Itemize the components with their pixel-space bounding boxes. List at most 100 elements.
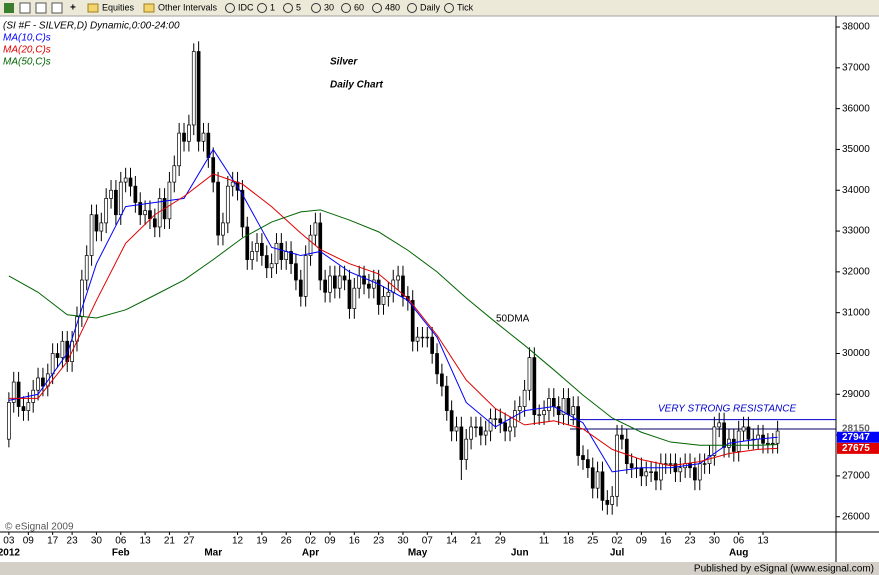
- toolbar-icon[interactable]: [444, 3, 454, 13]
- candle-body: [133, 185, 138, 203]
- month-label: 2012: [0, 548, 20, 559]
- y-tick-label: 36000: [842, 103, 870, 114]
- candle-body: [381, 296, 386, 305]
- candle-body: [542, 410, 546, 416]
- price-tag: 28150: [842, 424, 870, 435]
- y-tick-label: 29000: [842, 389, 870, 400]
- candle-body: [605, 500, 610, 505]
- toolbar-icon[interactable]: [283, 3, 293, 13]
- toolbar-icon[interactable]: [4, 3, 14, 13]
- candle-body: [444, 385, 449, 411]
- candle-body: [152, 218, 157, 228]
- candle-body: [260, 242, 264, 256]
- x-tick-label: 21: [470, 536, 482, 547]
- candle-body: [89, 214, 94, 256]
- toolbar-icon[interactable]: [311, 3, 321, 13]
- month-label: May: [408, 548, 428, 559]
- candle-body: [766, 442, 770, 445]
- candle-body: [342, 275, 347, 281]
- candle-body: [191, 51, 196, 126]
- toolbar-icon[interactable]: [35, 2, 47, 14]
- candle-body: [522, 389, 527, 407]
- candle-body: [94, 214, 99, 232]
- folder-icon[interactable]: [87, 3, 99, 13]
- toolbar-icon[interactable]: [19, 2, 31, 14]
- legend-entry: MA(50,C)s: [3, 57, 51, 68]
- toolbar-icon[interactable]: [51, 2, 63, 14]
- x-tick-label: 14: [446, 536, 458, 547]
- candle-body: [547, 398, 551, 411]
- y-tick-label: 27000: [842, 471, 870, 482]
- candle-body: [177, 132, 182, 167]
- folder-icon[interactable]: [143, 3, 155, 13]
- candle-body: [264, 255, 269, 269]
- candle-body: [449, 410, 454, 432]
- toolbar-button[interactable]: Other Intervals: [158, 2, 218, 12]
- toolbar-button[interactable]: Tick: [457, 2, 474, 12]
- resistance-annotation: VERY STRONG RESISTANCE: [658, 404, 797, 415]
- candle-body: [517, 406, 522, 411]
- candle-body: [123, 177, 128, 183]
- candle-body: [386, 291, 391, 297]
- candle-body: [503, 422, 507, 432]
- candle-body: [104, 198, 109, 224]
- x-tick-label: 18: [563, 536, 575, 547]
- toolbar-button[interactable]: 30: [324, 2, 334, 12]
- status-bar: [0, 562, 879, 575]
- candle-body: [362, 275, 366, 285]
- x-tick-label: 06: [115, 536, 127, 547]
- candle-body: [756, 434, 761, 440]
- toolbar-icon[interactable]: [372, 3, 382, 13]
- candle-body: [474, 426, 478, 429]
- y-tick-label: 26000: [842, 511, 870, 522]
- publisher: Published by eSignal (www.esignal.com): [694, 564, 874, 575]
- candle-body: [99, 222, 104, 232]
- toolbar-button[interactable]: 1: [270, 2, 275, 12]
- candle-body: [483, 430, 488, 436]
- x-tick-label: 23: [684, 536, 696, 547]
- toolbar-button[interactable]: 60: [354, 2, 364, 12]
- x-tick-label: 17: [47, 536, 59, 547]
- candle-body: [230, 181, 235, 187]
- x-tick-label: 23: [373, 536, 385, 547]
- price-tag-bg: [837, 442, 879, 454]
- toolbar-icon[interactable]: [341, 3, 351, 13]
- candle-body: [586, 459, 590, 469]
- candle-body: [347, 279, 352, 309]
- candle-body: [143, 210, 147, 216]
- toolbar-button[interactable]: Daily: [420, 2, 441, 12]
- x-tick-label: 13: [140, 536, 152, 547]
- x-tick-label: 26: [281, 536, 293, 547]
- candle-body: [629, 463, 634, 469]
- candle-body: [415, 336, 420, 342]
- candle-body: [508, 426, 512, 432]
- y-tick-label: 32000: [842, 267, 870, 278]
- toolbar-button[interactable]: Equities: [102, 2, 135, 12]
- candle-body: [688, 463, 692, 469]
- month-label: Jul: [610, 548, 625, 559]
- x-tick-label: 03: [3, 536, 15, 547]
- toolbar-icon[interactable]: [225, 3, 235, 13]
- copyright: © eSignal 2009: [5, 522, 74, 533]
- x-tick-label: 21: [164, 536, 176, 547]
- toolbar-icon[interactable]: [257, 3, 267, 13]
- candle-body: [649, 471, 653, 473]
- toolbar-button[interactable]: 480: [385, 2, 400, 12]
- candle-body: [50, 353, 55, 375]
- candle-body: [624, 438, 629, 465]
- toolbar-button[interactable]: IDC: [238, 2, 254, 12]
- candle-body: [532, 357, 537, 416]
- candle-body: [328, 275, 332, 293]
- candle-body: [722, 422, 726, 448]
- candle-body: [337, 275, 342, 289]
- price-tag-bg: [837, 431, 879, 443]
- candle-body: [702, 463, 707, 465]
- toolbar-icon[interactable]: +: [70, 3, 76, 14]
- y-tick-label: 31000: [842, 307, 870, 318]
- toolbar-button[interactable]: 5: [296, 2, 301, 12]
- month-label: Feb: [112, 548, 130, 559]
- toolbar-icon[interactable]: [407, 3, 417, 13]
- y-tick-label: 37000: [842, 62, 870, 73]
- candle-body: [693, 467, 697, 481]
